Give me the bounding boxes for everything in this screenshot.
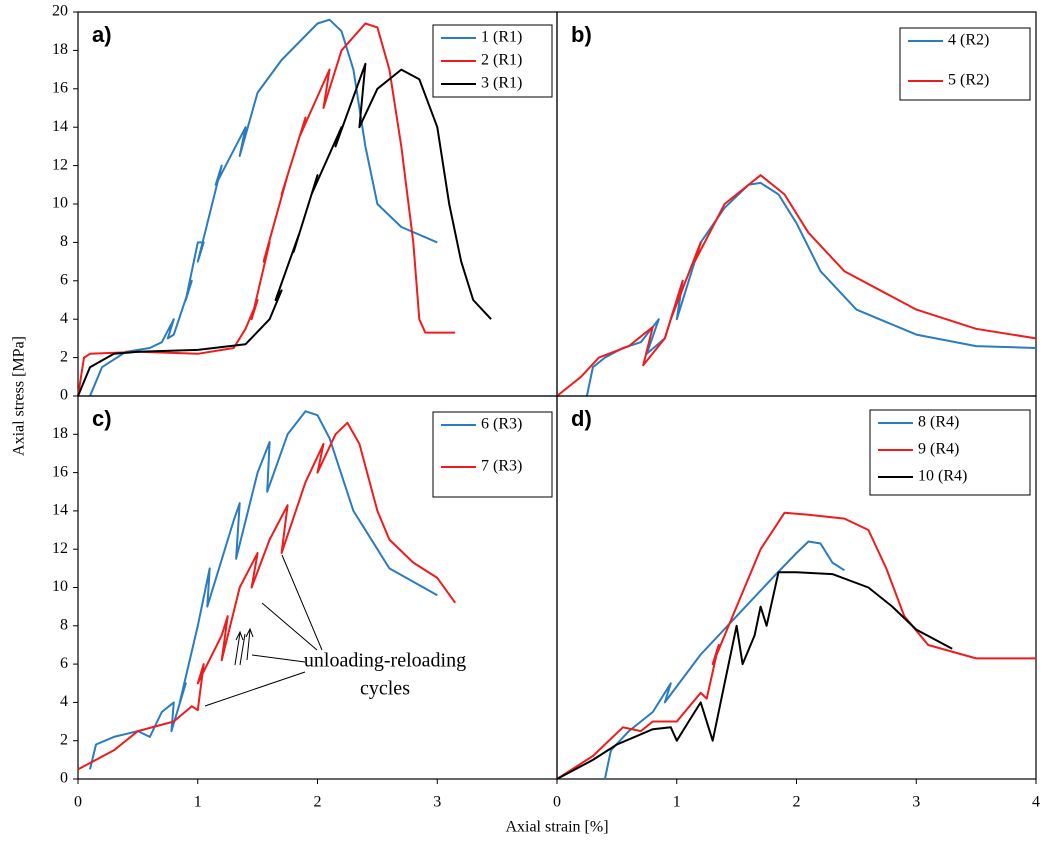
y-tick-label: 10	[52, 195, 68, 212]
y-tick-label: 14	[52, 502, 68, 519]
x-tick-label: 0	[553, 794, 561, 811]
data-line	[585, 181, 1037, 397]
annotation-arrows	[204, 554, 323, 707]
data-line	[89, 18, 438, 397]
x-tick-label: 1	[194, 794, 202, 811]
x-axis-label: Axial strain [%]	[505, 819, 608, 836]
legend-box	[432, 411, 553, 498]
legend-label: 10 (R4)	[918, 468, 967, 485]
y-tick-label: 14	[52, 118, 68, 135]
data-line	[556, 174, 1037, 397]
legend-box	[869, 409, 1031, 496]
panel-label: b)	[571, 22, 592, 47]
x-tick-label: 1	[673, 794, 681, 811]
annotation: cycles	[360, 678, 410, 700]
y-tick-label: 12	[52, 156, 68, 173]
legend-label: 9 (R4)	[918, 441, 959, 458]
x-tick-label: 3	[433, 794, 441, 811]
data-line	[556, 571, 953, 780]
y-tick-label: 8	[60, 616, 68, 633]
x-tick-label: 4	[1032, 794, 1040, 811]
x-tick-label: 3	[912, 794, 920, 811]
y-tick-label: 4	[60, 310, 68, 327]
y-tick-label: 18	[52, 425, 68, 442]
y-axis-label: Axial stress [MPa]	[11, 336, 28, 456]
y-tick-label: 6	[60, 655, 68, 672]
y-tick-label: 12	[52, 540, 68, 557]
data-line	[77, 62, 492, 397]
panel-label: a)	[92, 22, 112, 47]
data-line	[89, 410, 438, 770]
data-line	[77, 421, 457, 771]
legend-label: 7 (R3)	[481, 458, 522, 475]
x-tick-label: 2	[314, 794, 322, 811]
panel-label: c)	[92, 406, 112, 431]
y-tick-label: 20	[52, 3, 68, 20]
y-tick-label: 2	[60, 348, 68, 365]
legend-label: 1 (R1)	[481, 29, 522, 46]
y-tick-label: 16	[52, 79, 68, 96]
y-tick-label: 16	[52, 463, 68, 480]
legend-label: 8 (R4)	[918, 414, 959, 431]
data-line	[603, 540, 845, 780]
y-tick-label: 0	[60, 387, 68, 404]
y-tick-label: 0	[60, 770, 68, 787]
legend-label: 5 (R2)	[948, 72, 989, 89]
y-tick-label: 2	[60, 731, 68, 748]
y-tick-label: 10	[52, 578, 68, 595]
x-tick-label: 2	[793, 794, 801, 811]
legend-label: 6 (R3)	[481, 416, 522, 433]
legend-label: 3 (R1)	[481, 75, 522, 92]
panel-label: d)	[571, 406, 592, 431]
legend-label: 2 (R1)	[481, 52, 522, 69]
y-tick-label: 4	[60, 693, 68, 710]
y-tick-label: 18	[52, 41, 68, 58]
data-line	[77, 22, 456, 397]
y-tick-label: 8	[60, 233, 68, 250]
annotation: unloading-reloading	[304, 650, 466, 672]
y-tick-label: 6	[60, 271, 68, 288]
legend-label: 4 (R2)	[948, 32, 989, 49]
x-tick-label: 0	[74, 794, 82, 811]
data-line	[556, 511, 1036, 780]
